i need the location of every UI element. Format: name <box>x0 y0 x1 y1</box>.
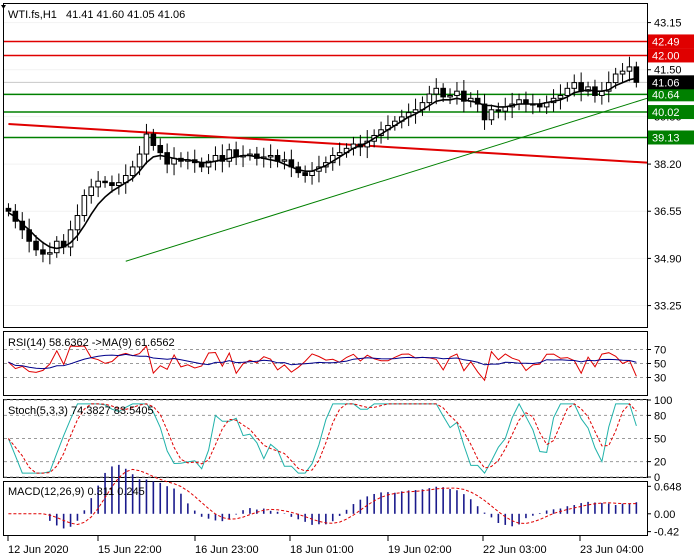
candle <box>433 78 440 105</box>
candle <box>95 171 101 198</box>
price-tick-label: 34.90 <box>654 253 682 265</box>
macd-label: MACD(12,26,9) 0.311 0.245 <box>8 486 145 498</box>
candle <box>267 144 274 169</box>
symbol-label: WTI.fs,H1 41.41 41.60 41.05 41.06 <box>8 9 185 21</box>
candle <box>488 104 495 125</box>
support-level-tag <box>648 105 694 120</box>
candle <box>302 165 308 183</box>
current-price-tag <box>648 75 694 90</box>
candle <box>219 144 226 173</box>
tick-label: 70 <box>654 345 666 357</box>
candle <box>481 93 488 130</box>
tick-label: 0.648 <box>654 481 682 493</box>
resistance-level-tag <box>648 48 694 63</box>
stoch-label: Stoch(5,3,3) 74.3827 83.5405 <box>8 405 154 417</box>
candle <box>164 143 170 174</box>
tick-label: 0.00 <box>654 509 675 521</box>
candle <box>447 88 453 105</box>
time-tick-label: 16 Jun 23:00 <box>195 544 259 556</box>
candle <box>40 241 46 263</box>
support-level-tag-label: 40.64 <box>652 89 680 101</box>
candle <box>143 123 150 165</box>
candle <box>53 236 60 258</box>
time-tick-label: 15 Jun 22:00 <box>98 544 162 556</box>
resistance-level-tag-label: 42.49 <box>652 36 680 48</box>
candle <box>440 83 446 103</box>
stoch-main-line <box>7 402 637 474</box>
candle <box>281 151 288 170</box>
time-tick-label: 23 Jun 04:00 <box>580 544 644 556</box>
candle <box>495 102 502 119</box>
time-tick-label: 12 Jun 2020 <box>8 544 69 556</box>
moving-average-line <box>7 77 637 250</box>
candle <box>454 82 460 105</box>
support-level-tag-label: 39.13 <box>652 132 680 144</box>
time-tick-label: 18 Jun 01:00 <box>290 544 354 556</box>
candle <box>88 178 95 204</box>
candle <box>109 175 115 193</box>
tick-label: 20 <box>654 457 666 469</box>
candle <box>412 98 419 124</box>
candle <box>205 154 212 175</box>
price-tick-label: 41.50 <box>654 65 682 77</box>
current-price-label: 41.06 <box>652 77 680 89</box>
candle <box>461 80 467 113</box>
stoch-signal-line <box>8 403 637 474</box>
price-tick-label: 43.15 <box>654 18 682 30</box>
candle <box>5 203 12 217</box>
tick-label: -0.42 <box>654 527 679 539</box>
price-tick-label: 33.25 <box>654 301 682 313</box>
candle <box>336 142 343 166</box>
candle <box>33 235 39 256</box>
candle <box>564 82 571 102</box>
candle <box>474 90 481 113</box>
resistance-level-tag-label: 42.00 <box>652 50 680 62</box>
tick-label: 50 <box>654 359 666 371</box>
candle <box>102 176 108 188</box>
tick-label: 0 <box>654 472 660 484</box>
rsi-line <box>8 344 637 382</box>
candle <box>150 128 157 151</box>
resistance-level-tag <box>648 34 694 49</box>
support-level-tag <box>648 87 694 102</box>
tick-label: 80 <box>654 410 666 422</box>
candle <box>67 220 74 257</box>
price-tick-label: 38.20 <box>654 159 682 171</box>
time-tick-label: 22 Jun 03:00 <box>483 544 547 556</box>
macd-signal-line <box>8 468 637 526</box>
time-tick-label: 19 Jun 02:00 <box>388 544 452 556</box>
candle <box>81 189 88 222</box>
trendline-ascending <box>125 97 648 262</box>
tick-label: 100 <box>654 395 672 407</box>
candle <box>426 85 433 111</box>
rsi-ma-line <box>8 353 637 370</box>
candle <box>619 63 626 83</box>
tick-label: 30 <box>654 373 666 385</box>
candles <box>5 56 640 265</box>
candle <box>626 56 633 82</box>
support-level-tag-label: 40.02 <box>652 107 680 119</box>
macd-panel <box>3 481 648 536</box>
candle <box>226 143 233 168</box>
support-level-tag <box>648 130 694 145</box>
panel-collapse-icon[interactable] <box>1 5 6 9</box>
rsi-label: RSI(14) 58.6362 ->MA(9) 61.6562 <box>8 337 175 349</box>
price-tick-label: 36.55 <box>654 206 682 218</box>
candle <box>633 61 640 88</box>
candle <box>605 71 612 103</box>
tick-label: 50 <box>654 434 666 446</box>
candle <box>116 173 122 195</box>
candle <box>557 84 564 110</box>
trendline-descending <box>8 123 648 164</box>
